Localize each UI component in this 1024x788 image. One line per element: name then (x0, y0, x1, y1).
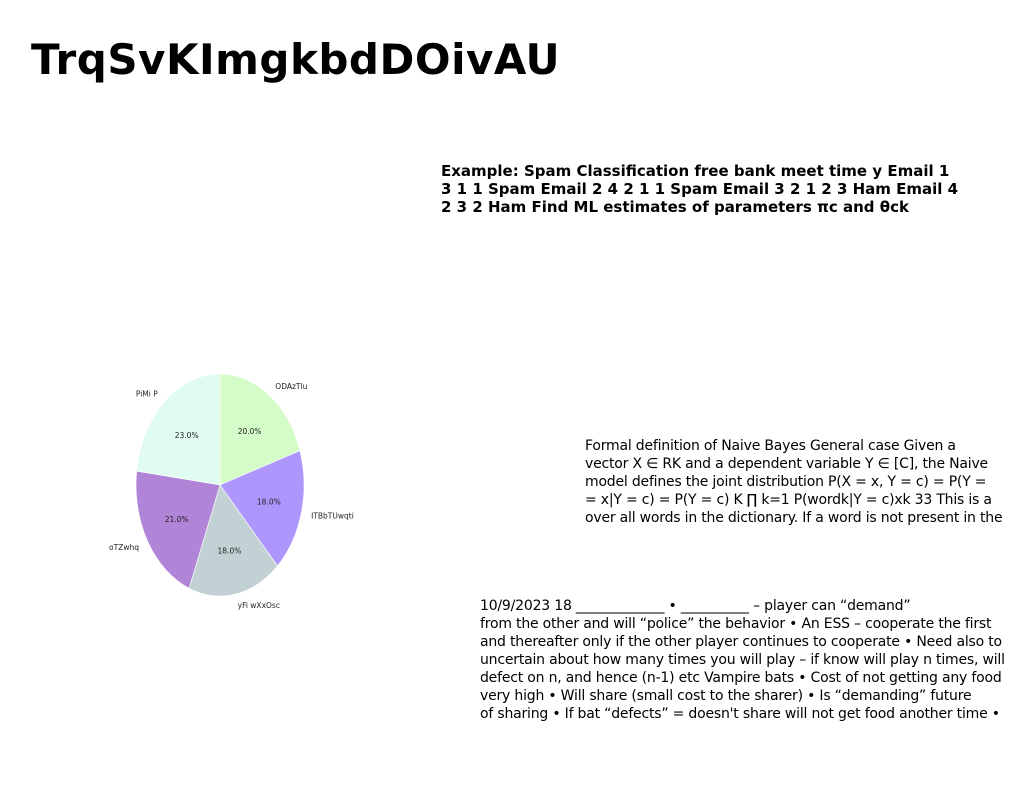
text-line: very high • Will share (small cost to th… (480, 688, 972, 704)
text-line: model defines the joint distribution P(X… (585, 474, 987, 490)
text-line: 3 1 1 Spam Email 2 4 2 1 1 Spam Email 3 … (441, 180, 959, 198)
pie-percent-label: 23.0% (175, 431, 199, 440)
pie-slice-label: oTZwhq (109, 543, 139, 552)
text-line: from the other and will “police” the beh… (480, 616, 992, 632)
pie-slice-3 (135, 470, 221, 589)
text-line: vector X ∈ RK and a dependent variable Y… (585, 456, 988, 472)
pie-slice-1 (219, 450, 305, 567)
text-line: 10/9/2023 18 _____________ • __________ … (480, 598, 911, 614)
text-line: Formal definition of Naive Bayes General… (585, 438, 956, 454)
pie-slice-4 (136, 373, 221, 486)
pie-percent-label: 18.0% (257, 498, 281, 507)
text-line: Example: Spam Classification free bank m… (441, 162, 950, 180)
text-line: of sharing • If bat “defects” = doesn't … (480, 706, 1000, 722)
spam-example-text: Example: Spam Classification free bank m… (441, 162, 1001, 216)
pie-percent-label: 20.0% (238, 427, 262, 436)
text-line: defect on n, and hence (n-1) etc Vampire… (480, 670, 1002, 686)
pie-percent-label: 21.0% (165, 515, 189, 524)
text-line: = x|Y = c) = P(Y = c) K ∏ k=1 P(wordk|Y … (585, 492, 992, 508)
naive-bayes-text: Formal definition of Naive Bayes General… (585, 437, 1015, 527)
pie-slice-0 (219, 373, 301, 486)
pie-slice-label: ODAzTlu (275, 382, 307, 391)
pie-percent-label: 18.0% (218, 546, 242, 555)
pie-slice-label: ITBbTUwqti (311, 511, 354, 520)
pie-slice-2 (188, 484, 278, 597)
pie-chart: 20.0% ODAzTlu 18.0% ITBbTUwqti 18.0% yFi wXxO… (109, 373, 354, 610)
text-line: and thereafter only if the other player … (480, 634, 1002, 650)
page-title: TrqSvKImgkbdDOivAU (31, 35, 561, 84)
pie-slice-label: yFi wXxOsc (238, 601, 280, 610)
text-line: 2 3 2 Ham Find ML estimates of parameter… (441, 198, 909, 216)
pie-slice-label: PiMi P (136, 389, 158, 398)
text-line: over all words in the dictionary. If a w… (585, 510, 1003, 526)
text-line: uncertain about how many times you will … (480, 652, 1005, 668)
ess-notes-text: 10/9/2023 18 _____________ • __________ … (480, 597, 1016, 723)
